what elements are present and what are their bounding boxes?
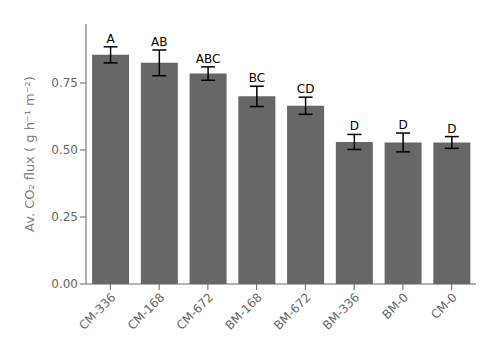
svg-text:D: D — [447, 122, 456, 136]
svg-text:CM-336: CM-336 — [76, 290, 118, 332]
svg-text:CM-168: CM-168 — [125, 290, 167, 332]
svg-text:D: D — [398, 118, 407, 132]
svg-text:0.75: 0.75 — [51, 76, 78, 90]
svg-text:A: A — [106, 32, 115, 46]
svg-text:Av. CO₂ flux ( g h⁻¹ m⁻²): Av. CO₂ flux ( g h⁻¹ m⁻²) — [22, 76, 37, 232]
svg-text:0.50: 0.50 — [51, 143, 78, 157]
svg-text:0.00: 0.00 — [51, 277, 78, 291]
svg-text:AB: AB — [151, 35, 167, 49]
svg-text:BM-0: BM-0 — [380, 290, 412, 322]
svg-text:ABC: ABC — [196, 52, 221, 66]
svg-text:D: D — [350, 119, 359, 133]
svg-text:BC: BC — [249, 71, 265, 85]
svg-text:BM-336: BM-336 — [320, 290, 362, 332]
svg-text:BM-168: BM-168 — [222, 290, 264, 332]
svg-text:CD: CD — [297, 82, 315, 96]
svg-text:CM-0: CM-0 — [428, 290, 460, 322]
svg-text:0.25: 0.25 — [51, 210, 78, 224]
svg-text:BM-672: BM-672 — [271, 290, 313, 332]
svg-text:CM-672: CM-672 — [174, 290, 216, 332]
